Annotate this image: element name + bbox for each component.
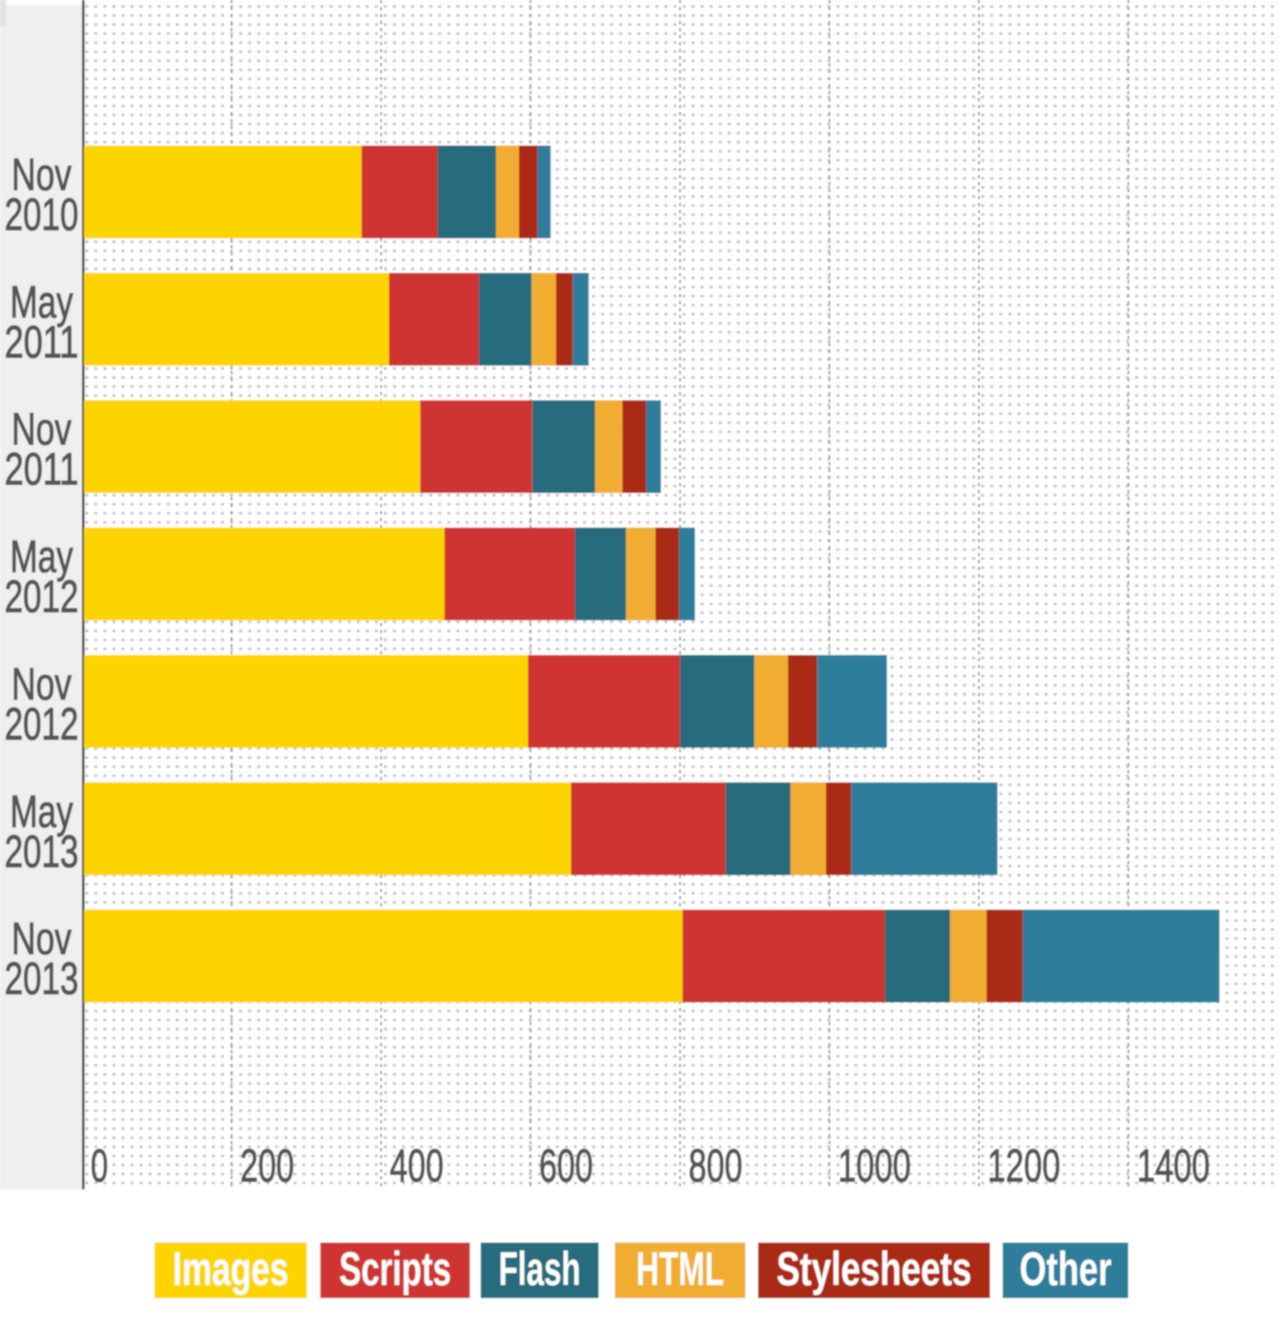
- svg-text:1200: 1200: [987, 1140, 1060, 1192]
- svg-text:Images: Images: [173, 1242, 289, 1295]
- svg-text:400: 400: [390, 1140, 444, 1192]
- svg-text:2013: 2013: [5, 953, 79, 1004]
- svg-text:2011: 2011: [5, 444, 79, 495]
- svg-text:0: 0: [91, 1140, 109, 1192]
- svg-text:Other: Other: [1020, 1242, 1112, 1295]
- svg-text:2012: 2012: [5, 571, 79, 622]
- svg-text:800: 800: [689, 1140, 743, 1192]
- svg-text:Scripts: Scripts: [339, 1242, 451, 1295]
- svg-text:1400: 1400: [1137, 1140, 1210, 1192]
- svg-text:Nov: Nov: [12, 913, 72, 964]
- svg-text:May: May: [10, 786, 73, 837]
- svg-text:Nov: Nov: [12, 404, 72, 455]
- svg-text:600: 600: [539, 1140, 593, 1192]
- svg-text:May: May: [10, 531, 73, 582]
- svg-text:Nov: Nov: [12, 658, 72, 709]
- svg-text:Nov: Nov: [12, 149, 72, 200]
- svg-text:Stylesheets: Stylesheets: [777, 1242, 972, 1295]
- svg-text:1000: 1000: [838, 1140, 911, 1192]
- svg-text:2013: 2013: [5, 826, 79, 877]
- svg-text:Flash: Flash: [499, 1242, 581, 1295]
- svg-text:HTML: HTML: [636, 1242, 724, 1295]
- svg-text:May: May: [10, 276, 73, 327]
- svg-text:2010: 2010: [5, 189, 79, 240]
- svg-text:200: 200: [240, 1140, 294, 1192]
- svg-text:2011: 2011: [5, 316, 79, 367]
- svg-text:2012: 2012: [5, 698, 79, 749]
